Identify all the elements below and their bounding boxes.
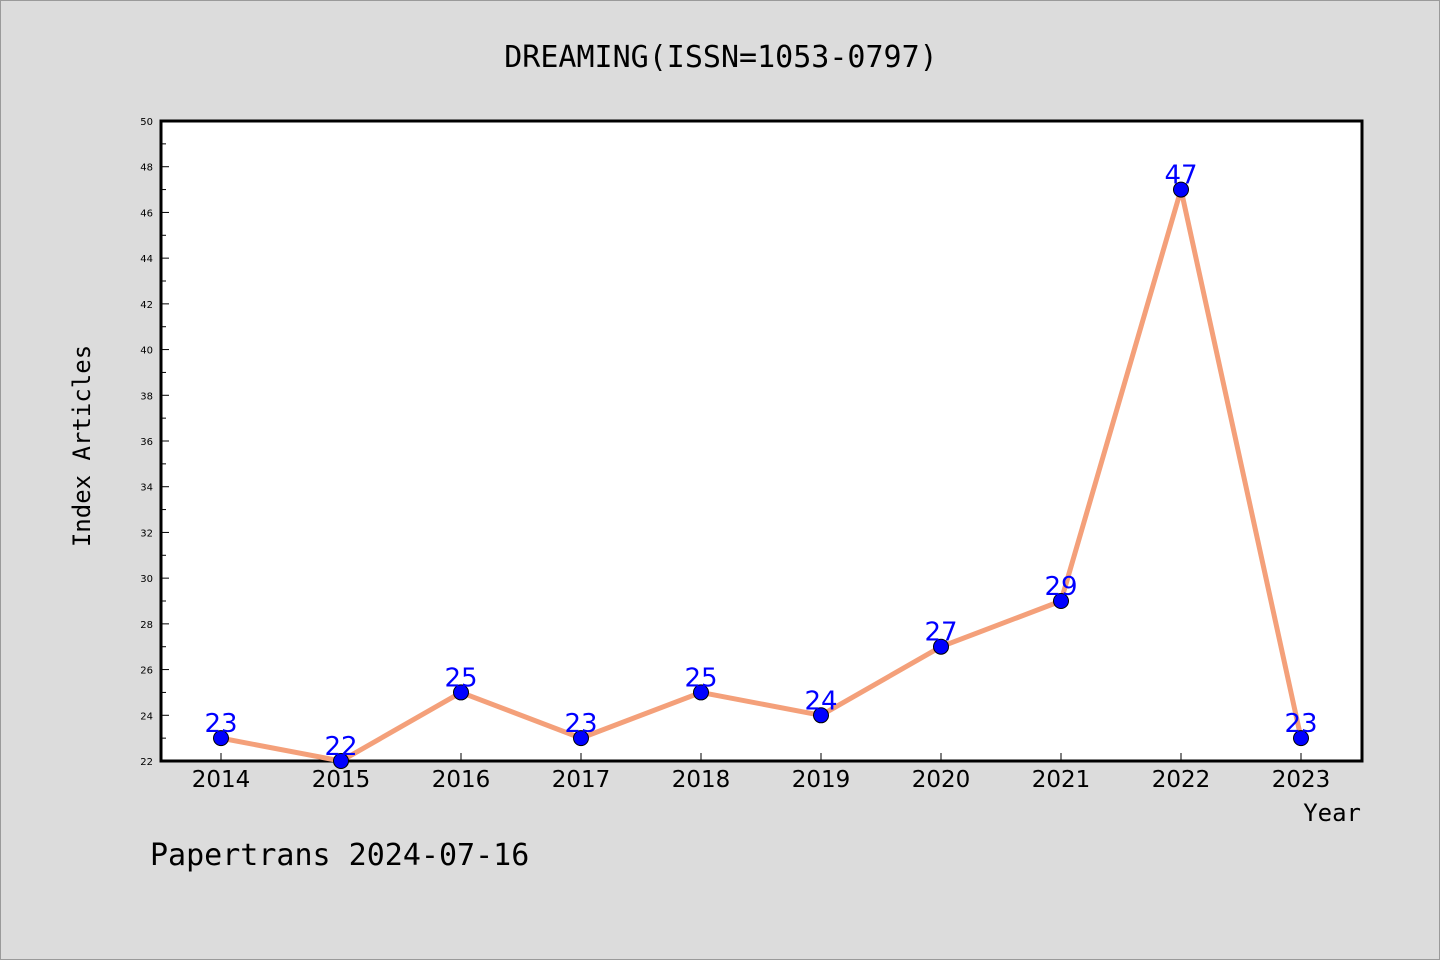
data-label: 23 (1284, 709, 1317, 739)
series-layer (213, 181, 1309, 769)
data-point (813, 707, 829, 724)
data-point (933, 638, 949, 655)
y-tick-label: 48 (140, 163, 153, 174)
x-tick-label: 2015 (312, 767, 371, 793)
data-point (573, 730, 589, 747)
y-tick-label: 44 (140, 254, 153, 265)
y-tick-label: 38 (140, 391, 153, 402)
y-tick-label: 28 (140, 620, 153, 631)
plot-area (159, 119, 1364, 763)
data-point (453, 684, 469, 701)
data-labels: 23 22 25 23 25 24 27 29 47 23 (204, 161, 1317, 762)
data-point (1293, 730, 1309, 747)
data-label: 23 (564, 709, 597, 739)
series-line (218, 187, 1304, 764)
chart-title: DREAMING(ISSN=1053-0797) (504, 40, 937, 75)
y-axis-title: Index Articles (68, 345, 96, 547)
data-point (333, 753, 349, 769)
data-label: 25 (444, 663, 477, 693)
data-label: 47 (1164, 161, 1197, 191)
x-axis-title: Year (1303, 799, 1361, 827)
y-tick-label: 46 (140, 208, 153, 219)
x-tick-label: 2018 (672, 767, 731, 793)
y-tick-label: 42 (140, 300, 153, 311)
x-tick-label: 2020 (912, 767, 971, 793)
footer-text: Papertrans 2024-07-16 (150, 838, 529, 873)
y-tick-label: 34 (140, 483, 153, 494)
y-tick-label: 26 (140, 666, 153, 677)
x-axis-ticks: 2014 2015 2016 2017 2018 2019 2020 2021 2022 2023 (192, 753, 1331, 793)
y-tick-label: 50 (140, 117, 153, 128)
x-tick-label: 2017 (552, 767, 611, 793)
data-label: 27 (924, 618, 957, 648)
x-tick-label: 2016 (432, 767, 491, 793)
data-point (1053, 593, 1069, 609)
x-tick-label: 2021 (1032, 767, 1091, 793)
data-label: 25 (684, 663, 717, 693)
y-tick-label: 24 (140, 711, 153, 722)
y-tick-label: 22 (140, 757, 153, 768)
data-label: 22 (324, 732, 357, 762)
y-tick-label: 36 (140, 437, 153, 448)
y-axis-ticks: 22 24 26 28 30 32 34 36 38 40 42 44 46 48 50 (140, 117, 169, 768)
x-tick-label: 2014 (192, 767, 251, 793)
data-label: 24 (804, 686, 837, 716)
x-tick-label: 2019 (792, 767, 851, 793)
y-tick-label: 40 (140, 346, 153, 357)
data-point (693, 684, 709, 701)
y-tick-label: 30 (140, 574, 153, 585)
y-tick-label: 32 (140, 528, 153, 539)
data-point (1173, 181, 1189, 198)
data-point (213, 730, 229, 747)
x-tick-label: 2022 (1152, 767, 1211, 793)
data-label: 23 (204, 709, 237, 739)
data-label: 29 (1044, 572, 1077, 602)
x-tick-label: 2023 (1272, 767, 1331, 793)
